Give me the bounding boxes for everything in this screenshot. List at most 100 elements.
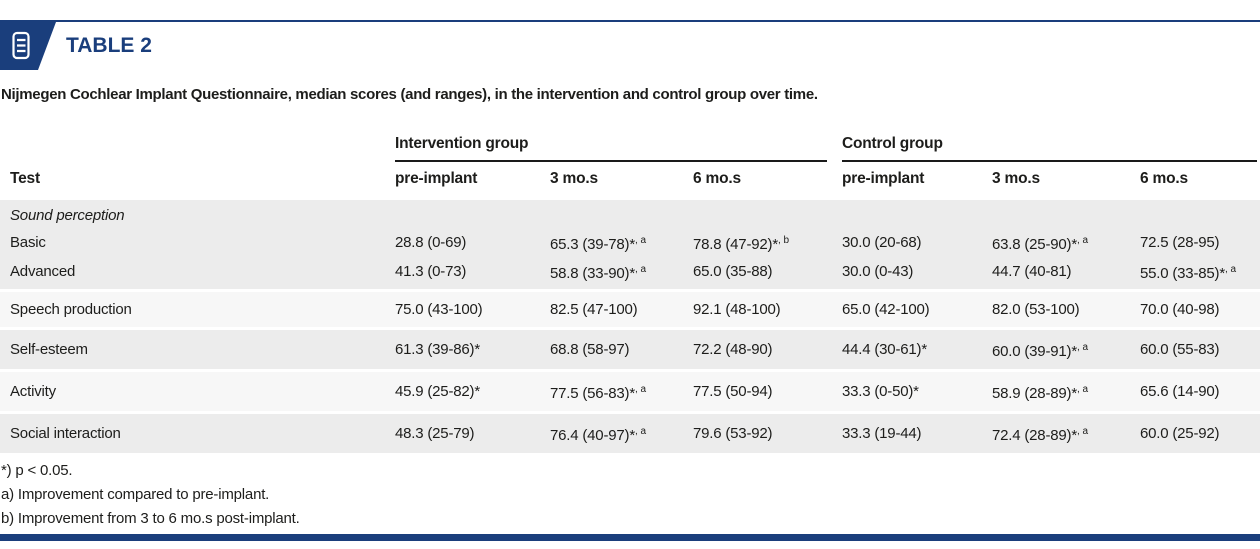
table-cell: 77.5 (50-94) bbox=[693, 374, 842, 409]
cell-value: 65.6 (14-90) bbox=[1140, 383, 1220, 400]
table-cell: 44.4 (30-61)* bbox=[842, 332, 992, 367]
table-cell: 77.5 (56-83)*, a bbox=[550, 372, 693, 411]
cell-value: 72.4 (28-89)* bbox=[992, 427, 1077, 444]
table-cell: 68.8 (58-97) bbox=[550, 332, 693, 367]
col-header-control-3mos: 3 mo.s bbox=[992, 170, 1040, 187]
table-row: Basic 28.8 (0-69) 65.3 (39-78)* , a 78.8 (47… bbox=[0, 228, 1260, 257]
footnote: a) Improvement compared to pre-implant. bbox=[1, 486, 270, 503]
cell-value: 82.0 (53-100) bbox=[992, 301, 1080, 318]
table-band: Speech production 75.0 (43-100) 82.5 (47-1… bbox=[0, 292, 1260, 327]
cell-superscript: , a bbox=[1224, 264, 1237, 275]
cell-value: 55.0 (33-85)* bbox=[1140, 265, 1225, 282]
cell-superscript: , a bbox=[634, 384, 647, 395]
table-cell: 72.5 (28-95) bbox=[1140, 230, 1257, 255]
cell-value: 82.5 (47-100) bbox=[550, 301, 638, 318]
cell-value: 75.0 (43-100) bbox=[395, 301, 483, 318]
table-list-icon bbox=[12, 31, 32, 61]
group-header-row: Intervention group Control group bbox=[0, 135, 1260, 162]
row-label: Social interaction bbox=[10, 425, 121, 442]
table-cell: 63.8 (25-90)*, a bbox=[992, 228, 1140, 257]
group-label: Intervention group bbox=[395, 135, 529, 152]
group-header-spacer bbox=[10, 135, 395, 162]
table-cell: 41.3 (0-73) bbox=[395, 259, 550, 284]
table-band: Self-esteem 61.3 (39-86)* 68.8 (58-97) 72.2… bbox=[0, 330, 1260, 369]
col-header-intervention-pre-implant: pre-implant bbox=[395, 170, 478, 187]
row-label: Basic bbox=[10, 234, 46, 251]
table-band: Activity 45.9 (25-82)* 77.5 (56-83)*, a 77.… bbox=[0, 372, 1260, 411]
table-cell: 55.0 (33-85)*, a bbox=[1140, 257, 1257, 286]
col-header-control-pre-implant: pre-implant bbox=[842, 170, 925, 187]
cell-value: 60.0 (55-83) bbox=[1140, 341, 1220, 358]
table-cell: 72.4 (28-89)*, a bbox=[992, 414, 1140, 453]
cell-value: 44.4 (30-61)* bbox=[842, 341, 927, 358]
table-row: Sound perception bbox=[0, 203, 1260, 228]
cell-value: 72.2 (48-90) bbox=[693, 341, 773, 358]
table-cell: 79.6 (53-92) bbox=[693, 416, 842, 451]
table-cell: 60.0 (25-92) bbox=[1140, 416, 1257, 451]
table-title: TABLE 2 bbox=[66, 34, 152, 57]
table-cell: 82.5 (47-100) bbox=[550, 292, 693, 327]
cell-superscript: , a bbox=[1076, 235, 1089, 246]
table-cell: 58.8 (33-90)*, a bbox=[550, 257, 693, 286]
cell-value: 78.8 (47-92)* bbox=[693, 236, 778, 253]
cell-value: 41.3 (0-73) bbox=[395, 263, 467, 280]
group-label: Control group bbox=[842, 135, 943, 152]
cell-value: 60.0 (25-92) bbox=[1140, 425, 1220, 442]
table-row: Advanced 41.3 (0-73) 58.8 (33-90)*, a 65.0 … bbox=[0, 257, 1260, 286]
cell-value: 33.3 (0-50)* bbox=[842, 383, 919, 400]
table-body: Sound perception Basic 28.8 (0-69) 65.3 (39… bbox=[0, 200, 1260, 453]
group-header-control: Control group bbox=[842, 135, 1257, 162]
group-header-intervention: Intervention group bbox=[395, 135, 827, 162]
cell-value: 44.7 (40-81) bbox=[992, 263, 1072, 280]
table-cell: 60.0 (39-91)*, a bbox=[992, 330, 1140, 369]
cell-value: 33.3 (19-44) bbox=[842, 425, 922, 442]
group-header-gap bbox=[827, 135, 842, 162]
column-header-row: Test pre-implant 3 mo.s 6 mo.s pre-impla… bbox=[0, 162, 1260, 200]
footnotes: *) p < 0.05. a) Improvement compared to p… bbox=[0, 459, 1260, 531]
cell-superscript: , a bbox=[634, 264, 647, 275]
cell-superscript: , a bbox=[1076, 426, 1089, 437]
footnote: b) Improvement from 3 to 6 mo.s post-imp… bbox=[1, 510, 300, 527]
cell-value: 30.0 (0-43) bbox=[842, 263, 914, 280]
table-cell: 33.3 (0-50)* bbox=[842, 374, 992, 409]
table-cell: 33.3 (19-44) bbox=[842, 416, 992, 451]
table-cell: 45.9 (25-82)* bbox=[395, 374, 550, 409]
table-band: Sound perception Basic 28.8 (0-69) 65.3 (39… bbox=[0, 200, 1260, 289]
cell-value: 72.5 (28-95) bbox=[1140, 234, 1220, 251]
table-cell: 28.8 (0-69) bbox=[395, 230, 550, 255]
cell-value: 68.8 (58-97) bbox=[550, 341, 630, 358]
cell-superscript: , a bbox=[1076, 384, 1089, 395]
top-rule bbox=[0, 20, 1260, 22]
col-header-intervention-3mos: 3 mo.s bbox=[550, 170, 598, 187]
table-cell: 65.6 (14-90) bbox=[1140, 374, 1257, 409]
table-band: Social interaction 48.3 (25-79) 76.4 (40-9… bbox=[0, 414, 1260, 453]
cell-value: 65.0 (35-88) bbox=[693, 263, 773, 280]
cell-value: 77.5 (50-94) bbox=[693, 383, 773, 400]
table-cell: 82.0 (53-100) bbox=[992, 292, 1140, 327]
cell-value: 58.9 (28-89)* bbox=[992, 385, 1077, 402]
table-cell: 70.0 (40-98) bbox=[1140, 292, 1257, 327]
table-cell: 72.2 (48-90) bbox=[693, 332, 842, 367]
cell-superscript: , b bbox=[777, 235, 790, 246]
cell-value: 60.0 (39-91)* bbox=[992, 343, 1077, 360]
cell-value: 65.0 (42-100) bbox=[842, 301, 930, 318]
table-cell: 44.7 (40-81) bbox=[992, 259, 1140, 284]
col-header-test: Test bbox=[10, 170, 40, 187]
row-label: Sound perception bbox=[10, 207, 125, 224]
cell-value: 70.0 (40-98) bbox=[1140, 301, 1220, 318]
bottom-rule bbox=[0, 534, 1260, 541]
cell-value: 30.0 (20-68) bbox=[842, 234, 922, 251]
cell-value: 28.8 (0-69) bbox=[395, 234, 467, 251]
table-cell: 65.0 (35-88) bbox=[693, 259, 842, 284]
cell-value: 77.5 (56-83)* bbox=[550, 385, 635, 402]
table-cell: 30.0 (0-43) bbox=[842, 259, 992, 284]
table-row: Social interaction 48.3 (25-79) 76.4 (40-9… bbox=[0, 414, 1260, 453]
table-cell: 30.0 (20-68) bbox=[842, 230, 992, 255]
row-label: Self-esteem bbox=[10, 341, 88, 358]
cell-value: 63.8 (25-90)* bbox=[992, 236, 1077, 253]
cell-value: 92.1 (48-100) bbox=[693, 301, 781, 318]
cell-value: 65.3 (39-78)* bbox=[550, 236, 635, 253]
table-cell: 60.0 (55-83) bbox=[1140, 332, 1257, 367]
table-cell: 61.3 (39-86)* bbox=[395, 332, 550, 367]
row-label: Speech production bbox=[10, 301, 132, 318]
